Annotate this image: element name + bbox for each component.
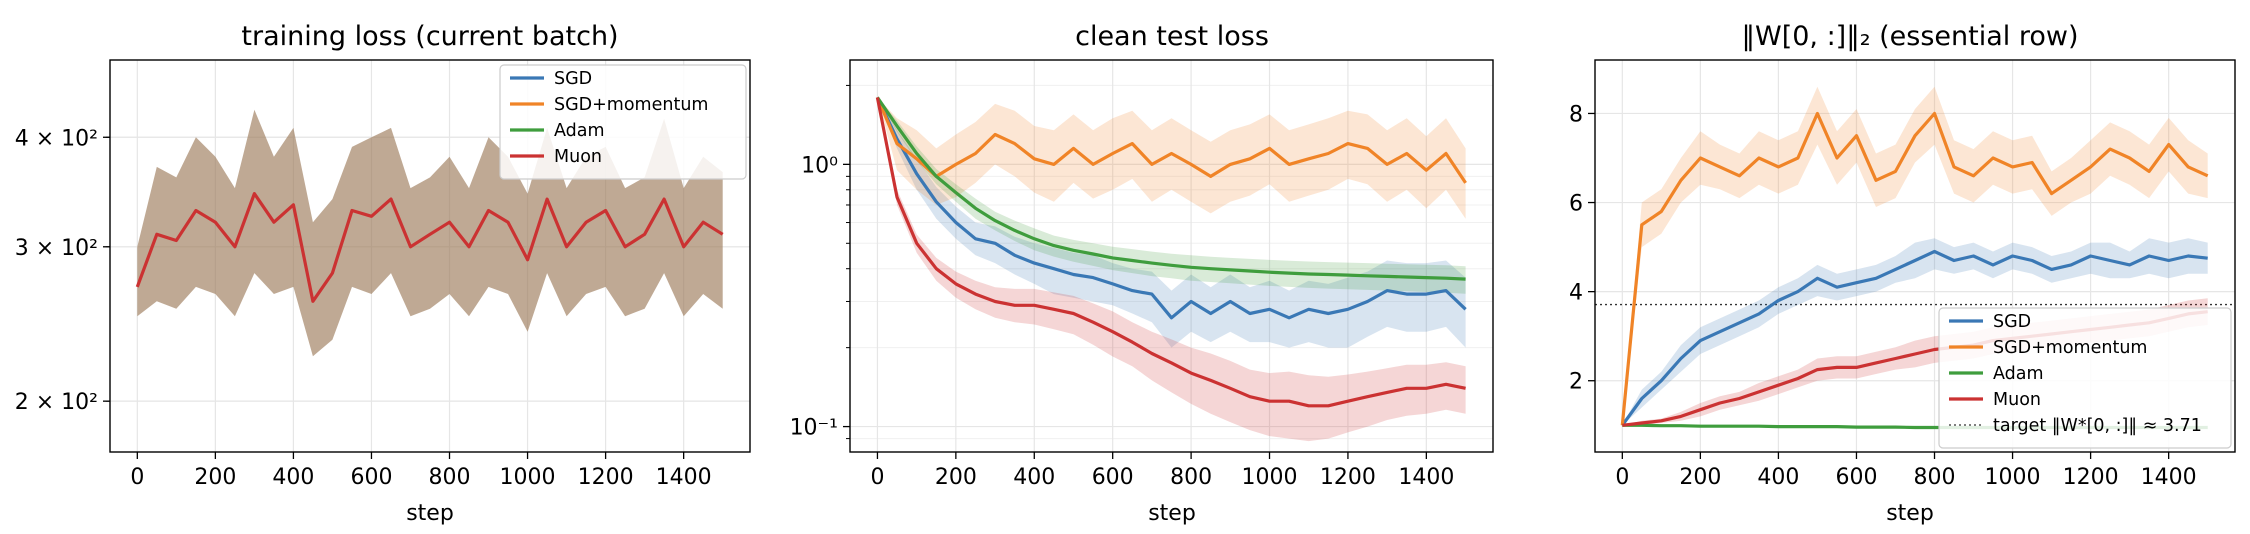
band-sgd-momentum: [877, 97, 1466, 219]
x-axis-label: step: [1148, 501, 1196, 526]
x-tick-label: 800: [1914, 465, 1956, 490]
series-line-sgd-momentum: [875, 96, 1467, 184]
chart-title: clean test loss: [1075, 21, 1269, 52]
x-tick-label: 800: [1170, 465, 1212, 490]
y-tick-label: 3 × 10²: [15, 236, 98, 261]
x-tick-label: 200: [935, 465, 977, 490]
band-muon: [877, 97, 1466, 442]
x-tick-label: 1200: [2063, 465, 2119, 490]
legend-label-muon: Muon: [1993, 390, 2041, 410]
x-tick-label: 1000: [500, 465, 556, 490]
x-tick-label: 600: [350, 465, 392, 490]
x-tick-label: 0: [130, 465, 144, 490]
series-line-muon: [875, 97, 1466, 408]
y-tick-label: 2: [1569, 370, 1583, 395]
axes-frame: [1594, 59, 2236, 453]
x-tick-label: 0: [1615, 465, 1629, 490]
plot-area: [135, 109, 724, 357]
series-line-sgd: [1621, 249, 2208, 427]
axes-frame: [849, 59, 1494, 453]
y-tick-label: 4 × 10²: [15, 126, 98, 151]
legend-frame: [499, 64, 747, 180]
y-tick-label: 10⁻¹: [790, 416, 838, 441]
x-tick-label: 400: [1013, 465, 1055, 490]
legend-label-target-w-0-3-71: target ‖W*[0, :]‖ ≈ 3.71: [1993, 416, 2202, 436]
x-tick-label: 400: [1757, 465, 1799, 490]
panel-training-loss: training loss (current batch) step 0 200 4…: [15, 21, 751, 526]
y-tick-label: 10⁰: [801, 153, 838, 178]
series-line-adam: [876, 96, 1466, 281]
x-tick-label: 800: [429, 465, 471, 490]
chart-title: training loss (current batch): [241, 21, 618, 52]
panel-essential-row-norm: ‖W[0, :]‖₂ (essential row) step 0 200 400 6…: [1569, 21, 2236, 526]
x-tick-label: 1200: [578, 465, 634, 490]
legend: SGD SGD+momentum Adam Muon: [499, 64, 747, 180]
y-tick-label: 4: [1569, 281, 1583, 306]
legend-label-sgd: SGD: [554, 69, 592, 89]
legend-label-sgd-momentum: SGD+momentum: [554, 95, 708, 115]
legend-label-muon: Muon: [554, 147, 602, 167]
x-tick-label: 200: [194, 465, 236, 490]
band-sgd: [877, 97, 1466, 348]
x-axis-label: step: [1886, 501, 1934, 526]
series-line-muon: [135, 192, 724, 303]
legend-label-sgd-momentum: SGD+momentum: [1993, 338, 2147, 358]
series-line-sgd-momentum: [1620, 111, 2209, 426]
x-tick-label: 1400: [656, 465, 712, 490]
x-tick-label: 400: [272, 465, 314, 490]
y-tick-label: 8: [1569, 102, 1583, 127]
x-tick-label: 1000: [1985, 465, 2041, 490]
band-sgd-momentum: [1622, 86, 2208, 426]
panel-clean-test-loss: clean test loss step 0 200 400 600 800 1000 12…: [790, 21, 1494, 526]
band-adam: [877, 97, 1466, 294]
x-tick-label: 1200: [1320, 465, 1376, 490]
plot-area: [875, 96, 1467, 442]
x-axis-label: step: [406, 501, 454, 526]
x-tick-label: 600: [1092, 465, 1134, 490]
x-tick-label: 0: [870, 465, 884, 490]
x-tick-label: 1400: [1398, 465, 1454, 490]
y-tick-label: 2 × 10²: [15, 390, 98, 415]
y-tick-label: 6: [1569, 192, 1583, 217]
legend-label-adam: Adam: [554, 121, 605, 141]
axes-frame: [109, 59, 751, 453]
series-line-sgd: [875, 96, 1467, 320]
x-tick-label: 200: [1679, 465, 1721, 490]
x-tick-label: 1400: [2141, 465, 2197, 490]
legend-frame: [1938, 307, 2232, 449]
x-tick-label: 600: [1835, 465, 1877, 490]
legend-label-sgd: SGD: [1993, 312, 2031, 332]
legend-label-adam: Adam: [1993, 364, 2044, 384]
chart-title: ‖W[0, :]‖₂ (essential row): [1742, 21, 2079, 52]
x-tick-label: 1000: [1242, 465, 1298, 490]
legend: SGD SGD+momentum Adam Muon target ‖W*[0, :]‖…: [1938, 307, 2232, 449]
